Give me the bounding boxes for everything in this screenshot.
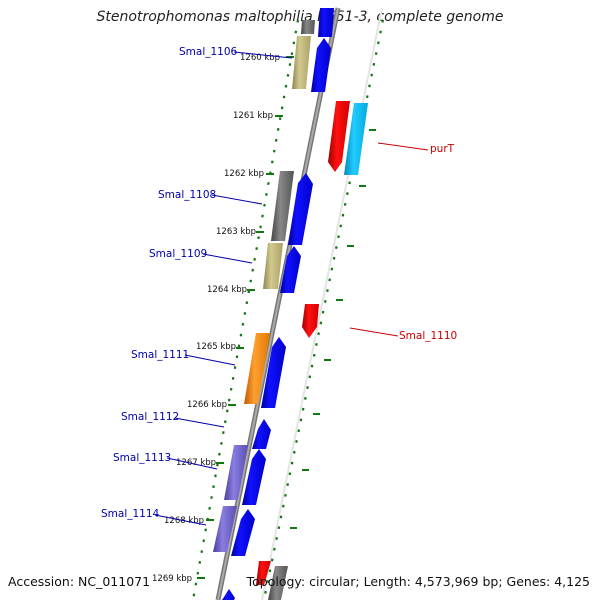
- tick-1261: 1261 kbp: [233, 111, 283, 121]
- feature-cyan-purt[interactable]: [344, 103, 368, 175]
- gene-label-smal-1108[interactable]: Smal_1108: [158, 189, 216, 201]
- tick-1264: 1264 kbp: [207, 285, 255, 295]
- accession-text: Accession: NC_011071: [8, 574, 151, 589]
- tick-label: 1263 kbp: [216, 227, 256, 237]
- feature-gray-bottom[interactable]: [268, 566, 288, 600]
- tick-label: 1269 kbp: [152, 574, 192, 584]
- feature-red-smal-1110[interactable]: [302, 304, 319, 338]
- label-connectors: [154, 51, 429, 526]
- tick-1267: 1267 kbp: [176, 458, 224, 468]
- gene-label-smal-1111[interactable]: Smal_1111: [131, 349, 189, 361]
- tick-1260: 1260 kbp: [240, 53, 294, 63]
- tick-1262: 1262 kbp: [224, 169, 274, 179]
- feature-khaki-smal-1106[interactable]: [292, 36, 311, 89]
- track-backgrounds: [215, 7, 383, 600]
- gene-label-purt[interactable]: purT: [430, 143, 455, 155]
- outer-track-dashes: [290, 129, 376, 529]
- feature-khaki-1109[interactable]: [263, 243, 283, 289]
- gene-labels: Smal_1106 purT Smal_1108 Smal_1109 Smal_…: [101, 46, 457, 520]
- feature-blue-bottom[interactable]: [222, 589, 235, 600]
- gene-label-smal-1109[interactable]: Smal_1109: [149, 248, 207, 260]
- feature-purple-1113[interactable]: [224, 445, 248, 500]
- feature-blue-1111[interactable]: [261, 337, 286, 408]
- tick-label: 1260 kbp: [240, 53, 280, 63]
- feature-blue-1109[interactable]: [280, 246, 301, 293]
- gene-label-smal-1110[interactable]: Smal_1110: [399, 330, 457, 342]
- feature-orange-1111[interactable]: [244, 333, 270, 404]
- tick-1269: 1269 kbp: [152, 574, 205, 584]
- tick-label: 1264 kbp: [207, 285, 247, 295]
- tick-label: 1265 kbp: [196, 342, 236, 352]
- feature-blue-1108[interactable]: [288, 173, 313, 245]
- feature-blue-1106[interactable]: [311, 38, 331, 92]
- feature-blue-1112[interactable]: [252, 419, 271, 449]
- tick-label: 1261 kbp: [233, 111, 273, 121]
- feature-blue-top[interactable]: [318, 8, 334, 37]
- feature-gray-top[interactable]: [301, 20, 315, 34]
- feature-gray-1108[interactable]: [271, 171, 294, 241]
- feature-red-purt[interactable]: [328, 101, 350, 172]
- feature-blue-1114[interactable]: [231, 509, 255, 556]
- tick-label: 1266 kbp: [187, 400, 227, 410]
- gene-label-smal-1106[interactable]: Smal_1106: [179, 46, 238, 58]
- gene-label-smal-1113[interactable]: Smal_1113: [113, 452, 171, 464]
- map-title: Stenotrophomonas maltophilia R551-3, com…: [96, 9, 504, 25]
- feature-purple-1114[interactable]: [213, 506, 237, 552]
- tick-label: 1267 kbp: [176, 458, 216, 468]
- feature-red-bottom[interactable]: [256, 561, 271, 585]
- genome-stats-text: Topology: circular; Length: 4,573,969 bp…: [246, 574, 590, 589]
- tick-1265: 1265 kbp: [196, 342, 244, 352]
- gene-label-smal-1112[interactable]: Smal_1112: [121, 411, 179, 423]
- tick-1268: 1268 kbp: [164, 516, 214, 526]
- tick-1263: 1263 kbp: [216, 227, 264, 237]
- tick-1266: 1266 kbp: [187, 400, 236, 410]
- tick-label: 1262 kbp: [224, 169, 264, 179]
- feature-blue-1113[interactable]: [242, 449, 266, 505]
- gene-label-smal-1114[interactable]: Smal_1114: [101, 508, 160, 520]
